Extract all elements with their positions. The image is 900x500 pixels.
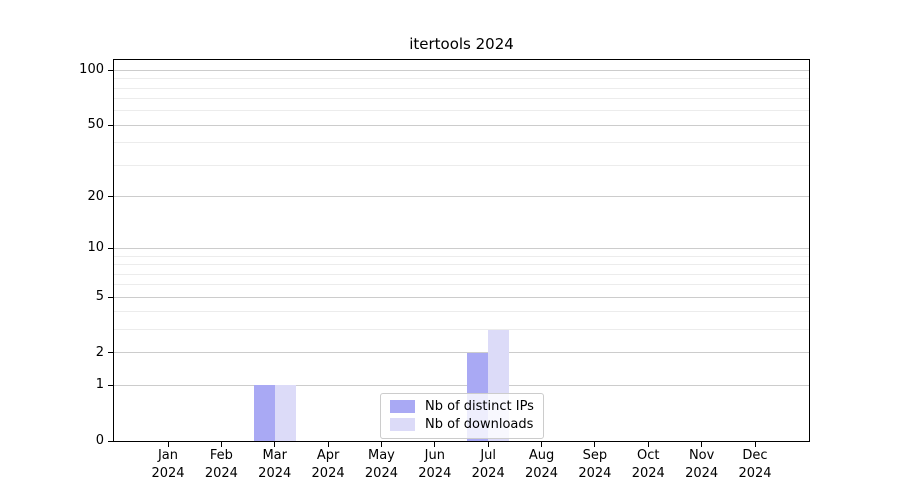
gridline-major bbox=[114, 196, 809, 198]
x-tick-label-year: 2024 bbox=[418, 465, 452, 481]
y-tick-mark bbox=[108, 124, 113, 126]
gridline-major bbox=[114, 296, 809, 298]
x-tick-mark bbox=[434, 442, 436, 447]
y-tick-label: 5 bbox=[95, 289, 104, 305]
y-tick-label: 50 bbox=[87, 117, 104, 133]
gridline-minor bbox=[114, 164, 809, 166]
y-tick-mark bbox=[108, 296, 113, 298]
gridline-minor bbox=[114, 311, 809, 313]
gridline-major bbox=[114, 124, 809, 126]
legend-item-distinct-ips: Nb of distinct IPs bbox=[390, 399, 534, 414]
y-tick-label: 0 bbox=[95, 433, 104, 448]
gridline-minor bbox=[114, 264, 809, 266]
y-tick-mark bbox=[108, 384, 113, 386]
x-tick-label: Nov 2024 bbox=[662, 447, 742, 482]
x-tick-label-month: Dec bbox=[742, 448, 768, 463]
x-tick-label-year: 2024 bbox=[685, 465, 719, 481]
gridline-minor bbox=[114, 78, 809, 80]
x-tick-label-year: 2024 bbox=[204, 465, 238, 481]
x-tick-mark bbox=[220, 442, 222, 447]
x-tick-mark bbox=[541, 442, 543, 447]
gridline-major bbox=[114, 384, 809, 386]
y-tick-mark bbox=[108, 196, 113, 198]
gridline-major bbox=[114, 352, 809, 354]
bar-distinct-ips-mar-2024 bbox=[253, 385, 275, 441]
y-tick-label: 1 bbox=[95, 377, 104, 393]
x-tick-label: Mar 2024 bbox=[235, 447, 315, 482]
x-tick-label: Aug 2024 bbox=[502, 447, 582, 482]
x-tick-label: Feb 2024 bbox=[181, 447, 261, 482]
x-tick-label: May 2024 bbox=[341, 447, 421, 482]
gridline-minor bbox=[114, 142, 809, 144]
x-tick-mark bbox=[701, 442, 703, 447]
x-tick-mark bbox=[327, 442, 329, 447]
x-tick-mark bbox=[167, 442, 169, 447]
x-tick-label-month: Apr bbox=[316, 448, 340, 463]
x-tick-label-month: May bbox=[368, 448, 395, 463]
gridline-minor bbox=[114, 87, 809, 89]
x-tick-label: Sep 2024 bbox=[555, 447, 635, 482]
y-tick-mark bbox=[108, 247, 113, 249]
x-tick-label-month: Jan bbox=[157, 448, 179, 463]
x-tick-label: Jun 2024 bbox=[395, 447, 475, 482]
chart-title: itertools 2024 bbox=[409, 35, 514, 53]
y-tick-mark bbox=[108, 69, 113, 71]
plot-area bbox=[113, 59, 810, 442]
x-tick-label-month: Oct bbox=[637, 448, 660, 463]
x-tick-mark bbox=[380, 442, 382, 447]
x-tick-mark bbox=[487, 442, 489, 447]
bar-downloads-mar-2024 bbox=[274, 385, 296, 441]
x-tick-label-month: Jul bbox=[480, 448, 497, 463]
y-tick-label: 2 bbox=[95, 344, 104, 360]
gridline-minor bbox=[114, 98, 809, 100]
x-tick-label-year: 2024 bbox=[258, 465, 292, 481]
y-tick-label: 10 bbox=[87, 240, 104, 256]
x-tick-label-month: Mar bbox=[262, 448, 287, 463]
x-tick-label: Jan 2024 bbox=[128, 447, 208, 482]
x-tick-label-year: 2024 bbox=[311, 465, 345, 481]
x-tick-label-year: 2024 bbox=[524, 465, 559, 481]
x-tick-label-month: Nov bbox=[688, 448, 715, 463]
y-tick-mark bbox=[108, 352, 113, 354]
gridline-major bbox=[114, 69, 809, 71]
x-tick-mark bbox=[647, 442, 649, 447]
x-tick-label-year: 2024 bbox=[578, 465, 612, 481]
x-tick-label: Oct 2024 bbox=[608, 447, 688, 482]
x-tick-mark bbox=[754, 442, 756, 447]
gridline-minor bbox=[114, 110, 809, 112]
legend-label-downloads: Nb of downloads bbox=[425, 417, 534, 432]
legend-label-distinct-ips: Nb of distinct IPs bbox=[425, 399, 534, 414]
gridline-minor bbox=[114, 284, 809, 286]
x-tick-label-year: 2024 bbox=[364, 465, 398, 481]
x-tick-label-month: Sep bbox=[582, 448, 608, 463]
x-tick-label: Dec 2024 bbox=[715, 447, 795, 482]
x-tick-label-year: 2024 bbox=[631, 465, 665, 481]
legend: Nb of distinct IPs Nb of downloads bbox=[380, 393, 544, 439]
x-tick-label: Apr 2024 bbox=[288, 447, 368, 482]
x-tick-label: Jul 2024 bbox=[448, 447, 528, 482]
gridline-minor bbox=[114, 273, 809, 275]
x-tick-label-month: Feb bbox=[209, 448, 233, 463]
y-tick-mark bbox=[108, 440, 113, 442]
x-tick-label-year: 2024 bbox=[738, 465, 772, 481]
x-tick-mark bbox=[274, 442, 276, 447]
gridline-minor bbox=[114, 255, 809, 257]
y-tick-label: 20 bbox=[87, 188, 104, 204]
gridline-minor bbox=[114, 329, 809, 331]
legend-swatch-distinct-ips-icon bbox=[390, 400, 415, 413]
legend-item-downloads: Nb of downloads bbox=[390, 417, 534, 432]
x-tick-label-year: 2024 bbox=[471, 465, 505, 481]
y-tick-label: 100 bbox=[79, 62, 104, 78]
x-tick-label-month: Aug bbox=[528, 448, 555, 463]
x-tick-mark bbox=[594, 442, 596, 447]
gridline-major bbox=[114, 247, 809, 249]
legend-swatch-downloads-icon bbox=[390, 418, 415, 431]
x-tick-label-month: Jun bbox=[424, 448, 445, 463]
x-tick-label-year: 2024 bbox=[151, 465, 185, 481]
